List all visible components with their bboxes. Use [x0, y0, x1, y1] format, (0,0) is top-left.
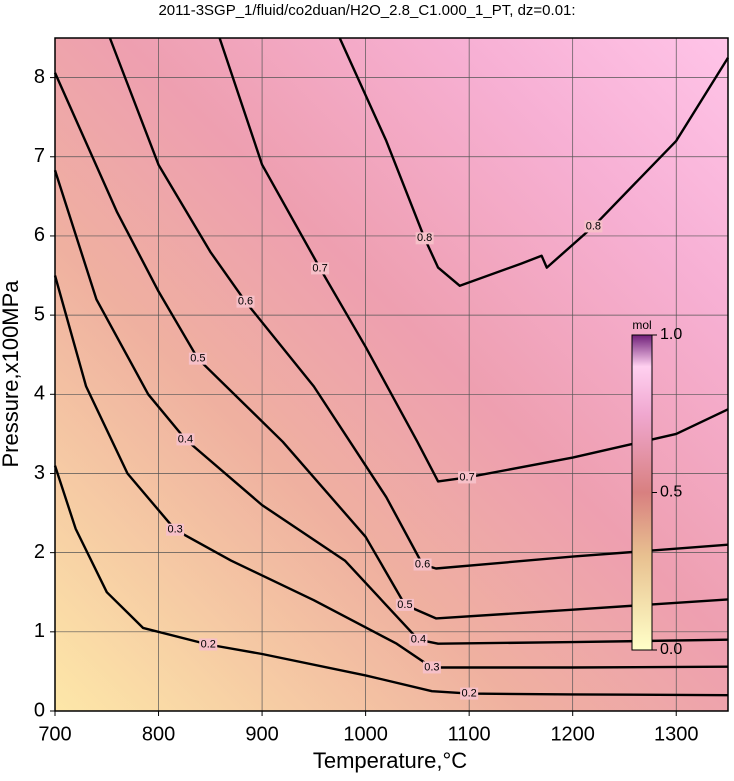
- contour-label-bg: [199, 638, 218, 651]
- contour-label-bg: [458, 471, 477, 484]
- contour-line: [53, 275, 729, 669]
- y-tick-label: 5: [34, 303, 45, 325]
- x-tick-label: 1100: [448, 723, 491, 745]
- contour-line: [53, 72, 729, 620]
- y-axis-label: Pressure,x100MPa: [0, 280, 23, 468]
- contour-label: 0.4: [411, 634, 426, 646]
- contour-line: [53, 169, 729, 645]
- plot-background: [55, 38, 728, 711]
- y-tick-label: 4: [34, 383, 45, 405]
- colorbar-label: mol: [632, 318, 651, 332]
- contour-label: 0.3: [167, 524, 182, 536]
- x-tick-label: 900: [245, 723, 278, 745]
- y-tick-label: 1: [34, 620, 45, 642]
- contour-label-bg: [395, 598, 414, 611]
- contour-line: [218, 37, 729, 483]
- x-tick-label: 700: [38, 723, 71, 745]
- contour-line: [108, 37, 729, 570]
- colorbar: [631, 334, 653, 651]
- colorbar-tick-label: 0.0: [660, 641, 682, 658]
- contour-label: 0.5: [397, 599, 412, 611]
- contour-label-bg: [188, 352, 207, 365]
- chart-title: 2011-3SGP_1/fluid/co2duan/H2O_2.8_C1.000…: [158, 2, 575, 19]
- contour-label: 0.4: [178, 433, 193, 445]
- x-axis-label: Temperature,°C: [313, 748, 467, 773]
- contour-label: 0.6: [415, 558, 430, 570]
- contour-label: 0.8: [417, 232, 432, 244]
- x-tick-label: 1300: [654, 723, 699, 745]
- y-tick-label: 8: [34, 66, 45, 88]
- contour-label: 0.7: [312, 262, 327, 274]
- y-tick-label: 6: [34, 224, 45, 246]
- contour-line: [53, 465, 729, 697]
- y-tick-label: 7: [34, 145, 45, 167]
- y-tick-label: 3: [34, 462, 45, 484]
- contour-label-bg: [415, 232, 434, 245]
- contour-label-bg: [422, 661, 441, 674]
- contour-label: 0.5: [190, 353, 205, 365]
- plot-frame: [54, 37, 729, 712]
- y-tick-label: 2: [34, 541, 45, 563]
- contour-label-bg: [460, 687, 479, 700]
- contour-label-bg: [236, 295, 255, 308]
- colorbar-tick-label: 1.0: [660, 326, 682, 343]
- contour-label: 0.6: [238, 296, 253, 308]
- x-tick-label: 800: [142, 723, 175, 745]
- contour-label: 0.3: [424, 661, 439, 673]
- contour-label-bg: [413, 558, 432, 571]
- contour-label-bg: [409, 633, 428, 646]
- contour-label-bg: [584, 220, 603, 233]
- contour-label-bg: [176, 433, 195, 446]
- colorbar-tick-label: 0.5: [660, 484, 682, 501]
- contour-label: 0.7: [459, 471, 474, 483]
- x-tick-label: 1200: [550, 723, 595, 745]
- contour-label-bg: [166, 523, 185, 536]
- contour-label: 0.2: [201, 638, 216, 650]
- contour-label: 0.2: [462, 687, 477, 699]
- contour-label: 0.8: [586, 220, 601, 232]
- y-tick-label: 0: [34, 699, 45, 721]
- contour-label-bg: [311, 262, 330, 275]
- x-tick-label: 1000: [343, 723, 388, 745]
- contour-line: [338, 37, 730, 287]
